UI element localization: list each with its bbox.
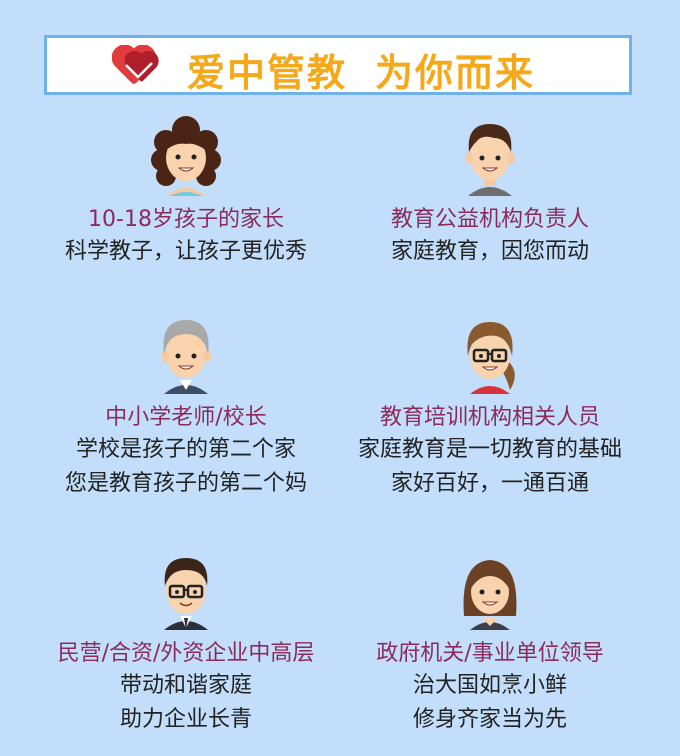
long-hair-woman-avatar-icon <box>463 560 517 630</box>
card-enterprise-manager: 民营/合资/外资企业中高层 带动和谐家庭 助力企业长青 <box>26 546 346 737</box>
gray-hair-man-avatar-icon <box>161 320 211 394</box>
card-role: 民营/合资/外资企业中高层 <box>57 641 315 666</box>
card-slogan-line: 家庭教育，因您而动 <box>390 239 589 264</box>
card-slogan-line: 修身齐家当为先 <box>412 707 567 732</box>
card-role: 教育培训机构相关人员 <box>379 405 600 430</box>
banner-title-part2: 为你而来 <box>375 51 536 95</box>
card-slogan-line: 家好百好，一通百通 <box>390 471 589 496</box>
card-training-staff: 教育培训机构相关人员 家庭教育是一切教育的基础 家好百好，一通百通 <box>330 310 650 501</box>
double-heart-logo-icon <box>112 45 159 84</box>
card-slogan-line: 助力企业长青 <box>119 707 252 732</box>
card-charity-leader: 教育公益机构负责人 家庭教育，因您而动 <box>330 112 650 269</box>
banner-title-part1: 爱中管教 <box>187 51 348 95</box>
card-teacher-principal: 中小学老师/校长 学校是孩子的第二个家 您是教育孩子的第二个妈 <box>26 310 346 501</box>
card-role: 教育公益机构负责人 <box>390 207 589 232</box>
card-role: 中小学老师/校长 <box>105 405 267 430</box>
card-role: 政府机关/事业单位领导 <box>376 641 604 666</box>
card-slogan-line: 您是教育孩子的第二个妈 <box>64 471 307 496</box>
card-slogan-line: 治大国如烹小鲜 <box>412 673 567 698</box>
header-banner: 爱中管教 为你而来 <box>44 35 632 95</box>
card-slogan-line: 学校是孩子的第二个家 <box>75 437 296 462</box>
man-avatar-icon <box>465 124 515 196</box>
glasses-woman-avatar-icon <box>467 322 515 394</box>
glasses-businessman-avatar-icon <box>164 558 208 630</box>
banner-title: 爱中管教 为你而来 <box>187 42 535 97</box>
card-slogan-line: 科学教子，让孩子更优秀 <box>64 239 307 264</box>
card-government-leader: 政府机关/事业单位领导 治大国如烹小鲜 修身齐家当为先 <box>330 546 650 737</box>
card-role: 10-18岁孩子的家长 <box>88 207 284 232</box>
curly-hair-woman-avatar-icon <box>151 116 221 196</box>
card-slogan-line: 带动和谐家庭 <box>119 673 252 698</box>
card-parent: 10-18岁孩子的家长 科学教子，让孩子更优秀 <box>26 112 346 269</box>
card-slogan-line: 家庭教育是一切教育的基础 <box>357 437 622 462</box>
